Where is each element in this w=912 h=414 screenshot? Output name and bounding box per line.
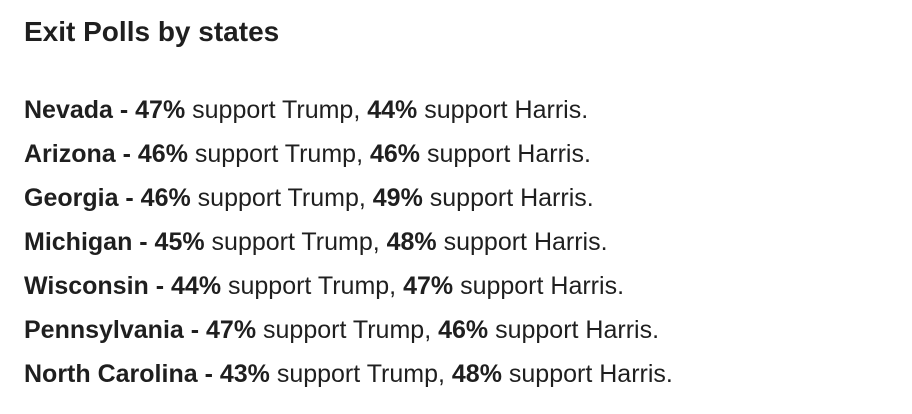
trump-text: support Trump, bbox=[256, 316, 439, 344]
harris-text: support Harris. bbox=[422, 184, 594, 212]
state-trump: North Carolina - 43% bbox=[24, 360, 270, 388]
state-trump: Pennsylvania - 47% bbox=[24, 316, 257, 344]
harris-pct: 46% bbox=[438, 316, 489, 344]
poll-list: Nevada - 47% support Trump, 44% support … bbox=[24, 88, 673, 396]
poll-item: Georgia - 46% support Trump, 49% support… bbox=[24, 176, 673, 220]
harris-pct: 46% bbox=[369, 140, 421, 168]
harris-text: support Harris. bbox=[436, 228, 608, 256]
harris-pct: 47% bbox=[403, 272, 454, 300]
state-trump: Arizona - 46% bbox=[24, 140, 188, 168]
state-trump: Georgia - 46% bbox=[24, 184, 191, 212]
harris-text: support Harris. bbox=[417, 96, 589, 124]
harris-pct: 48% bbox=[451, 360, 502, 388]
harris-text: support Harris. bbox=[488, 316, 660, 344]
harris-pct: 49% bbox=[372, 184, 423, 212]
poll-item: Wisconsin - 44% support Trump, 47% suppo… bbox=[24, 264, 673, 308]
poll-item: Pennsylvania - 47% support Trump, 46% su… bbox=[24, 308, 673, 352]
poll-item: Nevada - 47% support Trump, 44% support … bbox=[24, 88, 673, 132]
state-trump: Michigan - 45% bbox=[24, 228, 205, 256]
state-trump: Nevada - 47% bbox=[24, 96, 186, 124]
trump-text: support Trump, bbox=[185, 96, 368, 124]
state-trump: Wisconsin - 44% bbox=[24, 272, 222, 300]
poll-item: Arizona - 46% support Trump, 46% support… bbox=[24, 132, 673, 176]
harris-text: support Harris. bbox=[453, 272, 625, 300]
harris-pct: 48% bbox=[386, 228, 437, 256]
title: Exit Polls by states bbox=[24, 16, 280, 47]
trump-text: support Trump, bbox=[187, 140, 370, 168]
poll-item: Michigan - 45% support Trump, 48% suppor… bbox=[24, 220, 673, 264]
poll-item: North Carolina - 43% support Trump, 48% … bbox=[24, 352, 673, 396]
trump-text: support Trump, bbox=[204, 228, 387, 256]
harris-pct: 44% bbox=[367, 96, 418, 124]
trump-text: support Trump, bbox=[221, 272, 404, 300]
trump-text: support Trump, bbox=[269, 360, 452, 388]
trump-text: support Trump, bbox=[190, 184, 373, 212]
harris-text: support Harris. bbox=[501, 360, 673, 388]
harris-text: support Harris. bbox=[420, 140, 591, 168]
